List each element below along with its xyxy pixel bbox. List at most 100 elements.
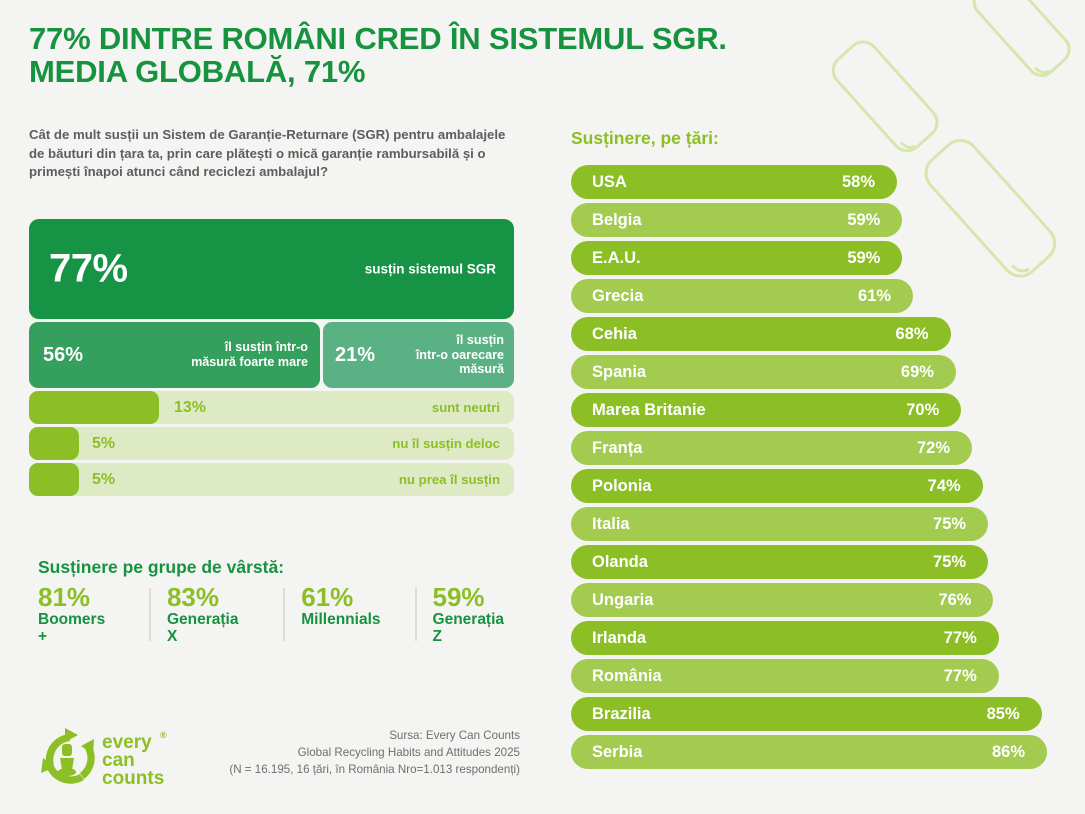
country-name: USA <box>592 172 627 191</box>
countries-chart: Susținere, pe țări: USA 58% Belgia 59% E.A.U… <box>571 128 1066 773</box>
country-name: E.A.U. <box>592 248 641 267</box>
age-groups-section: Susținere pe grupe de vârstă: 81% Boomer… <box>38 557 548 645</box>
row-neutral: 13% sunt neutri <box>29 391 514 424</box>
country-bar: Grecia 61% <box>571 279 914 313</box>
age-groups-title: Susținere pe grupe de vârstă: <box>38 557 285 577</box>
title-line-1: 77% DINTRE ROMÂNI CRED ÎN SISTEMUL SGR. <box>29 21 727 56</box>
country-value: 75% <box>933 552 967 571</box>
segment-strong-label: îl susțin într-o măsură foarte mare <box>191 340 308 370</box>
source-line-3: (N = 16.195, 16 țări, în România Nro=1.0… <box>229 762 520 776</box>
segment-strong-label-line1: îl susțin într-o <box>224 340 308 355</box>
country-bar: Franța 72% <box>571 431 972 465</box>
row-not-really-percent: 5% <box>92 470 116 488</box>
headline-label: susțin sistemul SGR <box>364 261 496 277</box>
country-value: 70% <box>906 400 940 419</box>
country-value: 59% <box>847 210 881 229</box>
row-not-at-all: 5% nu îl susțin deloc <box>29 427 514 460</box>
row-not-really-fill <box>29 463 79 496</box>
country-name: Irlanda <box>592 628 647 647</box>
country-value: 59% <box>847 248 881 267</box>
country-value: 74% <box>927 476 961 495</box>
country-bar: Serbia 86% <box>571 735 1047 769</box>
country-bar: Belgia 59% <box>571 203 903 237</box>
logo-text-can: can <box>102 750 135 771</box>
support-breakdown-chart: 77% susțin sistemul SGR 56% îl susțin în… <box>29 219 514 496</box>
country-bar: Olanda 75% <box>571 545 989 579</box>
logo-registered-mark: ® <box>160 730 167 740</box>
segment-somewhat-label-line3: măsură <box>459 362 504 377</box>
age-group-genz: 59% Generația Z <box>414 582 532 646</box>
country-name: Spania <box>592 362 647 381</box>
segment-somewhat-support: 21% îl susțin într-o oarecare măsură <box>323 322 514 388</box>
age-groups-row: 81% Boomers + 83% Generația X 61% Millen… <box>38 582 548 646</box>
age-group-genx-percent: 83% <box>166 582 219 612</box>
row-neutral-fill <box>29 391 159 424</box>
country-bar: E.A.U. 59% <box>571 241 903 275</box>
countries-title: Susținere, pe țări: <box>571 128 719 148</box>
country-name: Belgia <box>592 210 642 229</box>
country-value: 61% <box>858 286 892 305</box>
country-value: 77% <box>943 628 977 647</box>
segment-somewhat-label-line1: îl susțin <box>456 332 504 347</box>
country-name: Grecia <box>592 286 644 305</box>
country-bar: Polonia 74% <box>571 469 983 503</box>
country-name: Ungaria <box>592 590 654 609</box>
age-group-genz-label: Generația Z <box>432 611 505 646</box>
age-group-millennials-label: Millennials <box>301 611 381 629</box>
row-not-at-all-fill <box>29 427 79 460</box>
row-not-really: 5% nu prea îl susțin <box>29 463 514 496</box>
country-name: Franța <box>592 438 643 457</box>
support-split-row: 56% îl susțin într-o măsură foarte mare … <box>29 322 514 388</box>
age-group-boomers-label: Boomers + <box>38 611 106 646</box>
logo-text-every: every <box>102 732 152 753</box>
segment-strong-label-line2: măsură foarte mare <box>191 355 308 369</box>
country-bar: Irlanda 77% <box>571 621 999 655</box>
segment-somewhat-label-line2: într-o oarecare <box>415 347 504 362</box>
country-bar: Marea Britanie 70% <box>571 393 962 427</box>
survey-question: Cât de mult susții un Sistem de Garanție… <box>29 127 506 180</box>
country-name: Cehia <box>592 324 637 343</box>
country-name: Italia <box>592 514 630 533</box>
headline-percent: 77% <box>49 246 128 291</box>
country-bar: Cehia 68% <box>571 317 951 351</box>
age-group-genz-percent: 59% <box>432 582 485 612</box>
row-neutral-percent: 13% <box>174 398 207 416</box>
country-name: Polonia <box>592 476 652 495</box>
country-bar: Italia 75% <box>571 507 989 541</box>
country-name: Brazilia <box>592 704 651 723</box>
country-value: 77% <box>943 666 977 685</box>
country-value: 68% <box>895 324 929 343</box>
country-value: 85% <box>986 704 1020 723</box>
segment-strong-percent: 56% <box>43 343 84 366</box>
country-bar: Spania 69% <box>571 355 956 389</box>
every-can-counts-logo: every can counts ® <box>41 728 167 789</box>
headline-support-bar: 77% susțin sistemul SGR <box>29 219 514 319</box>
segment-somewhat-label: îl susțin într-o oarecare măsură <box>416 333 504 378</box>
country-value: 86% <box>991 742 1025 761</box>
segment-strong-support: 56% îl susțin într-o măsură foarte mare <box>29 322 320 388</box>
age-group-millennials: 61% Millennials <box>283 582 398 645</box>
country-name: România <box>592 666 662 685</box>
country-bar: Brazilia 85% <box>571 697 1042 731</box>
country-bar: România 77% <box>571 659 999 693</box>
segment-somewhat-percent: 21% <box>335 343 376 366</box>
country-value: 72% <box>916 438 950 457</box>
country-value: 69% <box>900 362 934 381</box>
country-value: 58% <box>841 172 875 191</box>
country-name: Serbia <box>592 742 643 761</box>
logo-text-counts: counts <box>102 768 164 789</box>
country-name: Marea Britanie <box>592 400 706 419</box>
age-group-boomers: 81% Boomers + <box>38 582 133 646</box>
country-value: 75% <box>933 514 967 533</box>
age-group-boomers-percent: 81% <box>38 582 91 612</box>
row-not-at-all-label: nu îl susțin deloc <box>392 436 500 451</box>
age-group-genx-label: Generația X <box>166 611 239 646</box>
row-neutral-label: sunt neutri <box>431 400 500 415</box>
country-bar: USA 58% <box>571 165 897 199</box>
row-not-at-all-percent: 5% <box>92 434 116 452</box>
age-group-millennials-percent: 61% <box>301 582 354 612</box>
country-bar: Ungaria 76% <box>571 583 994 617</box>
source-line-2: Global Recycling Habits and Attitudes 20… <box>297 745 520 759</box>
source-note: Sursa: Every Can Counts Global Recycling… <box>190 728 520 778</box>
row-not-really-label: nu prea îl susțin <box>398 472 500 487</box>
